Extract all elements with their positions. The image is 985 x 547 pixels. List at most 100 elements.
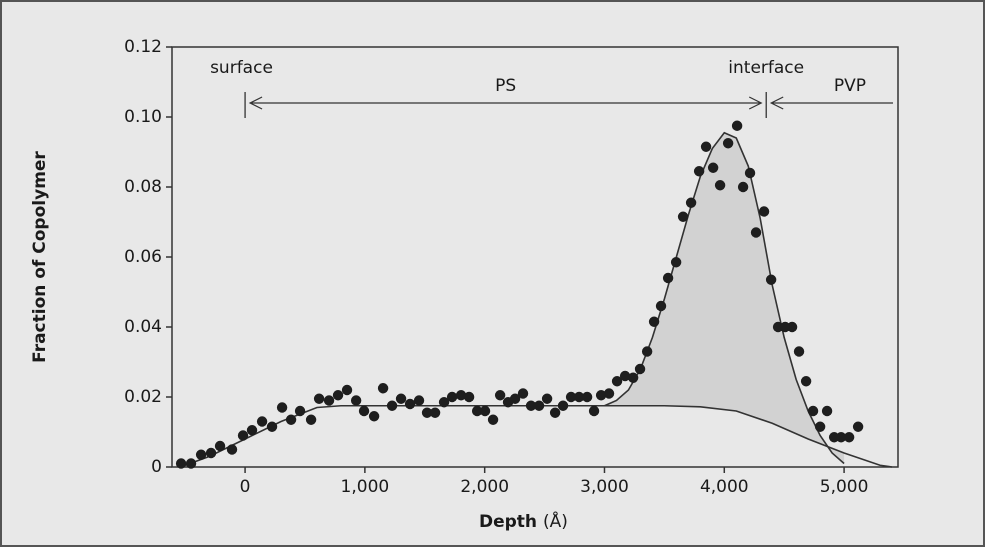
data-point bbox=[276, 402, 288, 413]
fit-curve bbox=[180, 404, 893, 468]
data-point bbox=[722, 138, 734, 149]
y-tick-label: 0.10 bbox=[124, 107, 162, 127]
data-point bbox=[368, 411, 380, 422]
data-point bbox=[195, 449, 207, 460]
x-tick-label: 4,000 bbox=[700, 477, 749, 497]
data-point bbox=[358, 405, 370, 417]
data-point bbox=[285, 414, 297, 425]
data-point bbox=[821, 405, 833, 417]
data-point bbox=[509, 393, 521, 404]
data-point bbox=[487, 414, 499, 425]
data-point bbox=[256, 416, 268, 427]
data-point bbox=[852, 421, 864, 432]
data-point bbox=[627, 372, 639, 383]
data-point bbox=[226, 444, 238, 455]
boundary-label: interface bbox=[728, 58, 804, 78]
data-point bbox=[429, 407, 441, 418]
data-point bbox=[565, 391, 577, 403]
y-tick-label: 0.08 bbox=[124, 177, 162, 197]
data-point bbox=[395, 393, 407, 404]
data-point bbox=[581, 391, 593, 403]
data-point bbox=[611, 376, 623, 387]
data-point bbox=[421, 407, 433, 418]
data-point bbox=[737, 181, 749, 193]
data-point bbox=[438, 397, 450, 408]
data-point bbox=[835, 432, 847, 443]
x-tick-label: 1,000 bbox=[341, 477, 390, 497]
y-tick-label: 0 bbox=[151, 457, 162, 477]
data-point bbox=[237, 430, 249, 441]
fit-curve bbox=[604, 131, 845, 465]
data-point bbox=[479, 405, 491, 417]
data-point bbox=[670, 257, 682, 268]
data-point bbox=[185, 458, 197, 469]
region-arrow bbox=[769, 96, 893, 110]
data-point bbox=[707, 162, 719, 173]
data-point bbox=[573, 391, 585, 403]
data-point bbox=[175, 458, 187, 469]
data-point bbox=[744, 167, 756, 179]
data-point bbox=[557, 400, 569, 411]
data-point bbox=[731, 120, 743, 131]
data-point bbox=[793, 346, 805, 357]
data-point bbox=[641, 346, 653, 357]
data-point bbox=[404, 398, 416, 410]
y-axis-label: Fraction of Copolymer bbox=[30, 151, 50, 363]
data-point bbox=[786, 321, 798, 333]
data-point bbox=[323, 395, 335, 406]
x-axis-unit: (Å) bbox=[543, 510, 568, 532]
x-tick-label: 5,000 bbox=[820, 477, 869, 497]
y-tick-label: 0.02 bbox=[124, 387, 162, 407]
data-point bbox=[700, 141, 712, 152]
data-point bbox=[525, 400, 537, 411]
data-point bbox=[714, 180, 726, 191]
data-point bbox=[517, 388, 529, 399]
y-tick-label: 0.06 bbox=[124, 247, 162, 267]
data-point bbox=[843, 432, 855, 443]
data-point bbox=[386, 400, 398, 411]
data-point bbox=[455, 390, 467, 401]
data-point bbox=[662, 272, 674, 284]
x-tick-label: 2,000 bbox=[460, 477, 509, 497]
data-point bbox=[588, 405, 600, 417]
data-point bbox=[341, 384, 353, 396]
data-point bbox=[800, 376, 812, 387]
boundary-label: surface bbox=[210, 58, 273, 78]
data-point bbox=[648, 316, 660, 327]
shaded-area bbox=[604, 132, 845, 464]
data-point bbox=[350, 395, 362, 406]
data-point bbox=[471, 405, 483, 417]
data-point bbox=[494, 390, 506, 401]
data-point bbox=[205, 447, 217, 459]
region-arrow bbox=[248, 96, 763, 110]
data-point bbox=[313, 393, 325, 404]
data-point bbox=[685, 197, 697, 208]
data-point bbox=[541, 393, 553, 404]
data-point bbox=[619, 370, 631, 382]
data-point bbox=[603, 388, 615, 399]
x-tick-label: 0 bbox=[240, 477, 251, 497]
data-point bbox=[413, 395, 425, 406]
data-point bbox=[305, 414, 317, 425]
data-point bbox=[807, 405, 819, 417]
region-label: PVP bbox=[834, 76, 866, 96]
data-point bbox=[750, 227, 762, 238]
data-point bbox=[377, 383, 389, 394]
data-point bbox=[677, 211, 689, 222]
data-point bbox=[814, 421, 826, 432]
data-point bbox=[595, 390, 607, 401]
y-tick-label: 0.04 bbox=[124, 317, 162, 337]
data-point bbox=[463, 391, 475, 403]
data-point bbox=[655, 300, 667, 312]
data-point bbox=[758, 206, 770, 217]
data-point bbox=[549, 407, 561, 418]
data-point bbox=[533, 400, 545, 411]
data-point bbox=[446, 391, 458, 403]
data-point bbox=[246, 425, 258, 436]
data-point bbox=[214, 440, 226, 452]
data-point bbox=[294, 405, 306, 417]
data-point bbox=[693, 166, 705, 177]
x-axis-label: Depth bbox=[479, 512, 537, 532]
x-tick-label: 3,000 bbox=[580, 477, 629, 497]
